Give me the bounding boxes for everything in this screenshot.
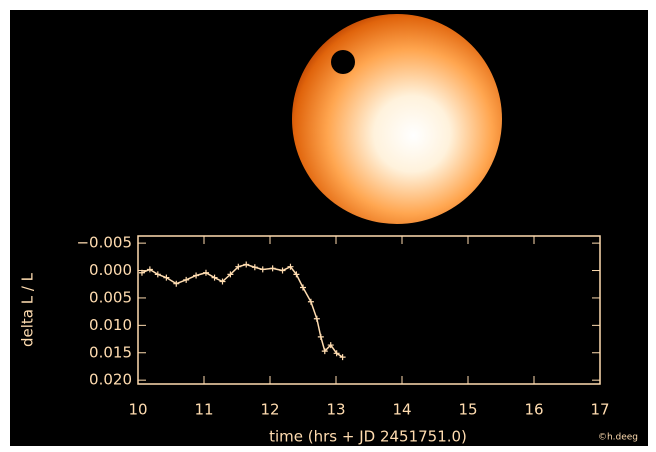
x-tick-label: 15 bbox=[458, 401, 477, 419]
data-point bbox=[163, 274, 170, 281]
x-tick-label: 10 bbox=[128, 401, 147, 419]
x-tick-label: 12 bbox=[260, 401, 279, 419]
x-tick-label: 11 bbox=[194, 401, 213, 419]
data-point bbox=[317, 333, 324, 340]
data-point bbox=[173, 280, 180, 287]
y-axis-label: delta L / L bbox=[19, 272, 37, 347]
planet bbox=[331, 50, 355, 74]
data-point bbox=[227, 271, 234, 278]
data-point bbox=[339, 354, 346, 361]
y-tick-label: 0.005 bbox=[89, 288, 132, 306]
data-point bbox=[300, 284, 306, 291]
data-point bbox=[279, 267, 286, 274]
data-point bbox=[333, 350, 340, 357]
y-tick-label: 0.000 bbox=[89, 261, 132, 279]
data-point bbox=[327, 342, 334, 349]
star bbox=[292, 14, 502, 224]
y-tick-label: 0.010 bbox=[89, 316, 132, 334]
data-point bbox=[321, 348, 328, 355]
data-point bbox=[202, 269, 209, 276]
data-point bbox=[243, 261, 250, 268]
data-point bbox=[287, 263, 294, 270]
data-point bbox=[307, 298, 314, 305]
x-tick-label: 13 bbox=[326, 401, 345, 419]
data-point bbox=[313, 315, 320, 322]
data-point bbox=[154, 271, 161, 278]
x-tick-label: 16 bbox=[524, 401, 543, 419]
y-tick-label: −0.005 bbox=[76, 234, 132, 252]
data-point bbox=[251, 264, 258, 271]
data-point bbox=[211, 274, 218, 281]
data-point bbox=[235, 263, 242, 270]
y-tick-label: 0.015 bbox=[89, 343, 132, 361]
data-point bbox=[193, 272, 200, 279]
data-point bbox=[293, 271, 300, 278]
data-point bbox=[259, 266, 266, 273]
x-tick-label: 14 bbox=[392, 401, 411, 419]
data-point bbox=[138, 269, 145, 276]
data-point bbox=[183, 276, 190, 283]
data-point bbox=[219, 278, 226, 285]
x-axis-label: time (hrs + JD 2451751.0) bbox=[269, 428, 467, 446]
data-point bbox=[269, 265, 276, 272]
data-point bbox=[146, 266, 153, 273]
x-tick-label: 17 bbox=[590, 401, 609, 419]
plot-frame bbox=[137, 235, 601, 385]
y-tick-label: 0.020 bbox=[89, 371, 132, 389]
credit: ©h.deeg bbox=[598, 433, 638, 443]
